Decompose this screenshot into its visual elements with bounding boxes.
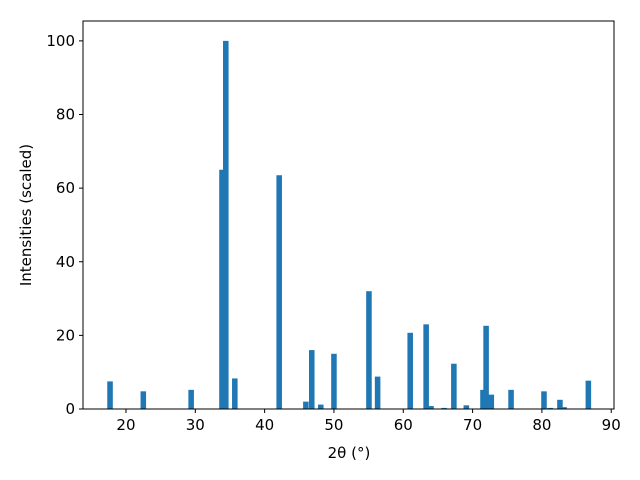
y-tick-label: 100 (46, 32, 75, 50)
bar (232, 378, 238, 409)
x-tick-label: 30 (186, 416, 205, 434)
y-tick-label: 20 (56, 326, 75, 344)
bar (508, 389, 514, 409)
bar (483, 325, 489, 409)
bar (107, 381, 113, 409)
bar (585, 380, 592, 409)
bar (428, 406, 434, 409)
bar (423, 324, 429, 409)
bar (480, 389, 486, 409)
bar (451, 363, 457, 409)
bar (463, 405, 470, 409)
x-axis-label: 2θ (°) (328, 444, 371, 462)
bar (331, 353, 337, 409)
x-tick-label: 70 (463, 416, 482, 434)
plot-frame (82, 20, 615, 410)
bar (223, 40, 229, 409)
y-axis-label: Intensities (scaled) (17, 144, 35, 286)
x-tick-label: 50 (324, 416, 343, 434)
x-tick-label: 80 (532, 416, 551, 434)
bar (140, 391, 147, 409)
x-tick-label: 40 (255, 416, 274, 434)
x-tick-label: 90 (602, 416, 621, 434)
x-tick-label: 60 (394, 416, 413, 434)
y-tick-label: 40 (56, 253, 75, 271)
x-tick-label: 20 (116, 416, 135, 434)
bar (219, 169, 225, 409)
bar (407, 332, 413, 409)
bar (303, 401, 309, 409)
bar (557, 399, 563, 409)
y-tick-label: 0 (65, 400, 75, 418)
bar (317, 404, 324, 409)
y-tick-label: 60 (56, 179, 75, 197)
bar (374, 376, 381, 409)
bar (366, 291, 372, 409)
bar (488, 394, 495, 409)
y-tick-label: 80 (56, 106, 75, 124)
bar (547, 407, 553, 409)
bar (561, 407, 567, 409)
bar (276, 175, 282, 409)
bar (188, 389, 194, 409)
bar (308, 350, 315, 409)
bar (441, 407, 447, 409)
bar (541, 391, 547, 409)
